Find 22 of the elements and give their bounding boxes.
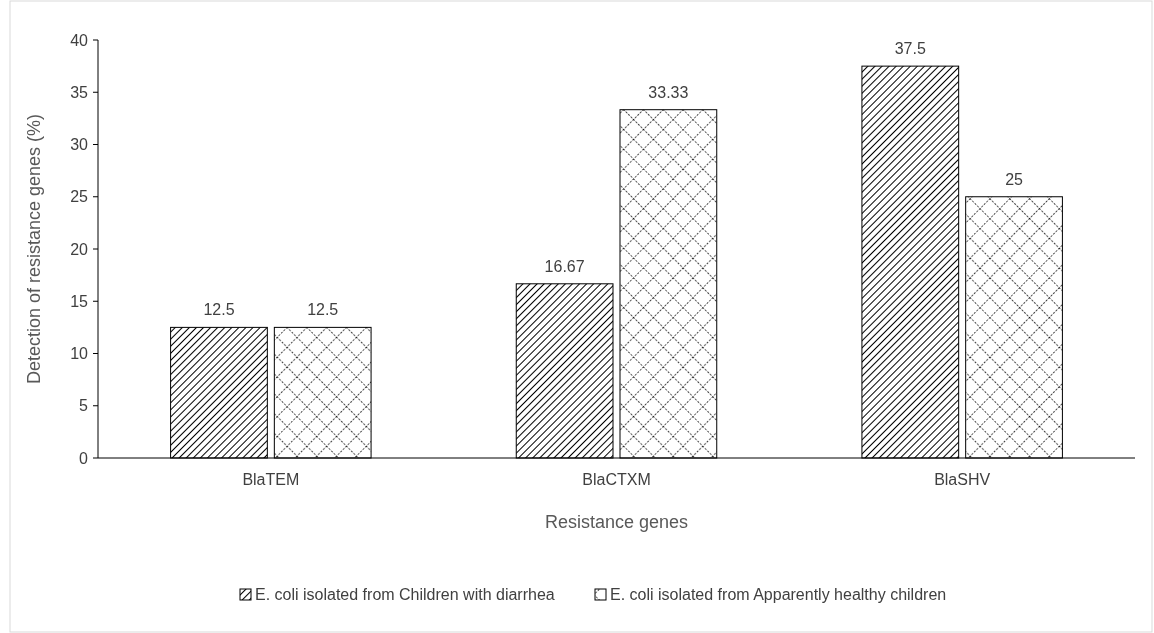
y-tick-label: 35 (70, 83, 89, 101)
x-axis-title: Resistance genes (544, 512, 689, 532)
y-tick-label: 0 (79, 449, 89, 467)
x-tick-label: BlaTEM (242, 471, 300, 488)
legend-label: E. coli isolated from Apparently healthy children (610, 586, 947, 603)
y-tick-label: 40 (70, 31, 89, 49)
y-tick-label: 30 (70, 136, 89, 154)
y-tick-label: 20 (70, 240, 89, 258)
data-label: 37.5 (894, 40, 926, 58)
data-label: 25 (1005, 170, 1024, 188)
legend-label: E. coli isolated from Children with diarrhea (255, 586, 555, 603)
data-label: 16.67 (544, 257, 585, 275)
y-tick-label: 25 (70, 188, 89, 206)
data-label: 12.5 (307, 301, 339, 319)
data-label: 33.33 (648, 83, 689, 101)
x-tick-label: BlaSHV (934, 471, 991, 488)
y-axis-title: Detection of resistance genes (%) (24, 113, 44, 385)
y-tick-label: 15 (70, 292, 89, 310)
data-label: 12.5 (203, 301, 235, 319)
y-tick-label: 10 (70, 345, 89, 363)
x-tick-label: BlaCTXM (582, 471, 651, 488)
y-tick-label: 5 (79, 397, 89, 415)
